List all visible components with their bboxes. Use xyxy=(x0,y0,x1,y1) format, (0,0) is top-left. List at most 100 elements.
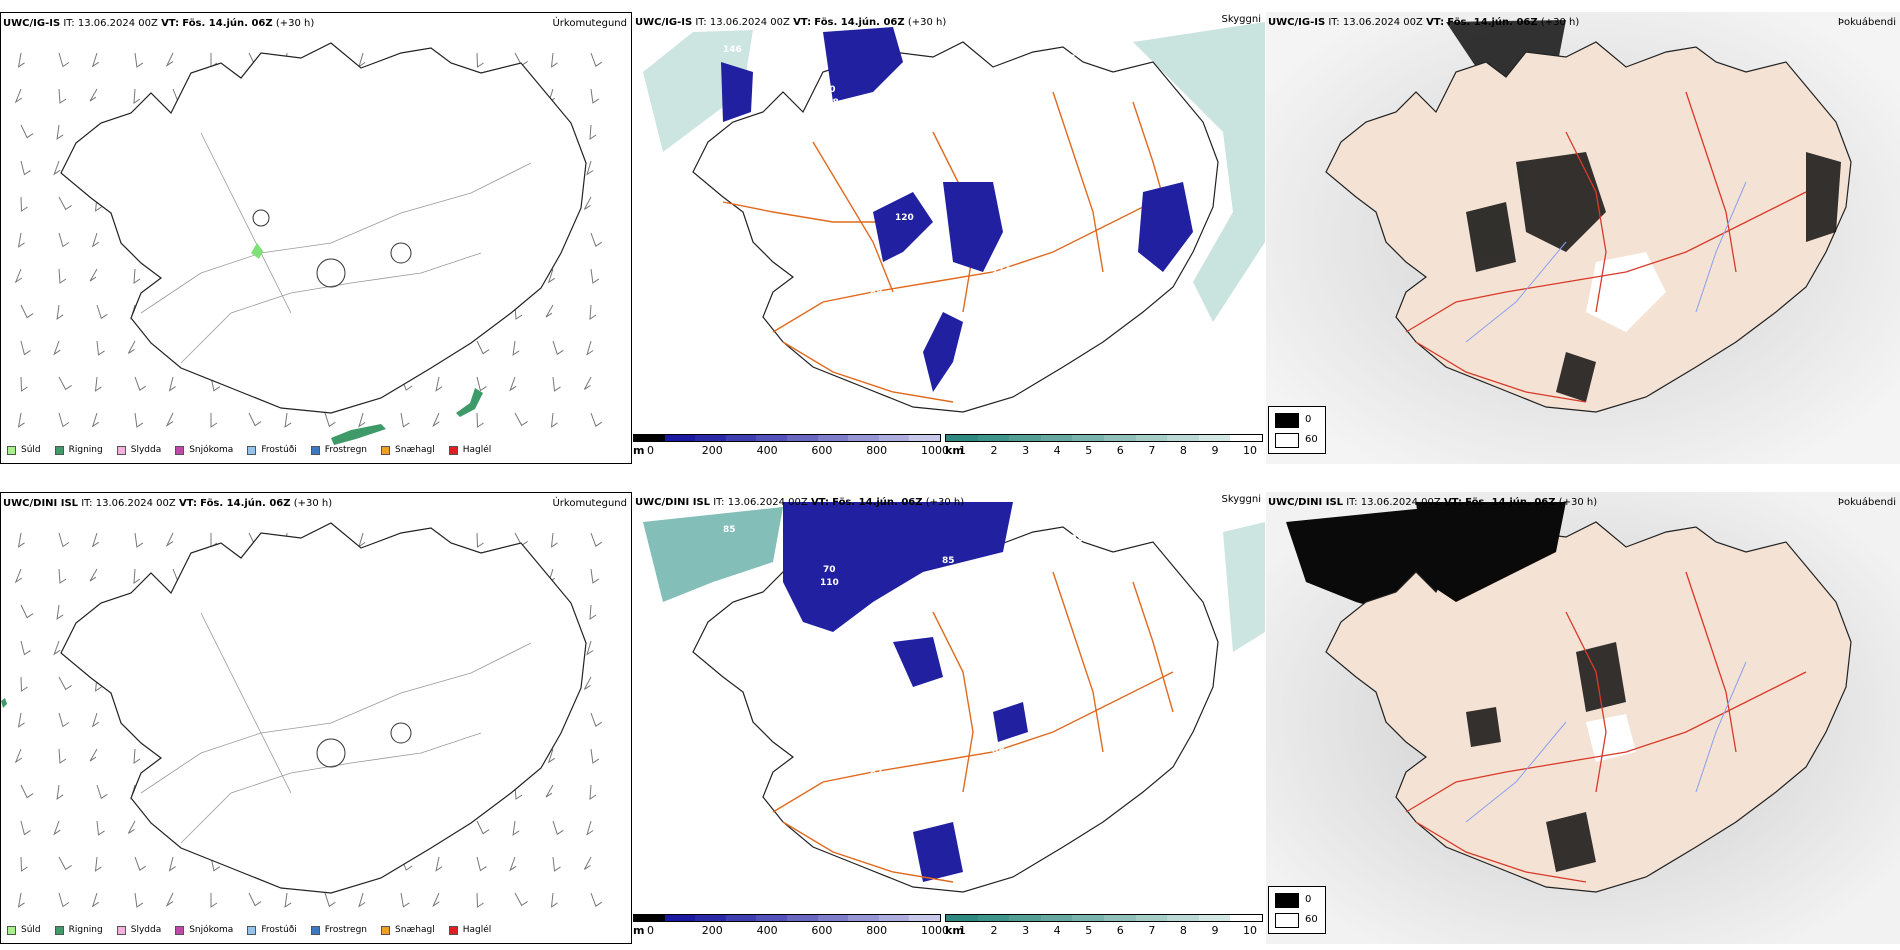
legend-swatch xyxy=(381,925,391,935)
visibility-value-label: 94 xyxy=(1111,257,1124,267)
visibility-panel-1: UWC/IG-IS IT: 13.06.2024 00Z VT: Fös. 14… xyxy=(633,12,1265,464)
wind-barb xyxy=(91,412,99,428)
wind-barb xyxy=(512,340,520,356)
wind-barb xyxy=(20,196,28,212)
wind-barb xyxy=(509,856,517,872)
wind-barb xyxy=(476,892,484,908)
wind-barb xyxy=(552,340,564,356)
panel-variable-title: Skyggni xyxy=(1221,14,1261,25)
legend-label: Rigning xyxy=(68,445,103,455)
wind-barb xyxy=(17,52,25,68)
legend-swatch xyxy=(310,445,320,455)
colorbar-segment xyxy=(664,435,696,441)
visibility-value-label: 87 xyxy=(870,768,883,778)
legend-item: Rigning xyxy=(54,445,103,455)
wind-barb xyxy=(58,856,72,871)
legend-item: Súld xyxy=(7,925,41,935)
wind-barb xyxy=(168,856,176,872)
wind-barb xyxy=(134,412,144,428)
wind-barb xyxy=(58,712,70,728)
wind-barb xyxy=(590,532,603,547)
visibility-value-label: 120 xyxy=(895,213,914,223)
wind-barb xyxy=(53,340,61,356)
wind-barb xyxy=(96,784,108,800)
visibility-value-label: 88 xyxy=(992,746,1005,756)
wind-barb xyxy=(20,856,28,872)
legend-swatch xyxy=(448,925,458,935)
wind-barb xyxy=(20,124,34,139)
wind-barb xyxy=(210,856,221,872)
colorbar-segment xyxy=(1135,435,1168,441)
visibility-value-label: 69 xyxy=(726,372,739,382)
wind-barb xyxy=(94,376,102,392)
colorbar-segment xyxy=(1167,915,1199,921)
legend-label: Frostregn xyxy=(324,925,368,935)
legend-label: Slydda xyxy=(130,445,162,455)
wind-barb xyxy=(586,820,594,836)
wind-barb xyxy=(358,532,366,548)
wind-barb xyxy=(53,820,61,836)
visibility-value-label: 47 xyxy=(967,341,980,351)
colorbar-tick: 4 xyxy=(1053,444,1061,457)
wind-barb xyxy=(96,304,108,320)
colorbar-segment xyxy=(786,915,818,921)
colorbar-segment xyxy=(786,435,818,441)
visibility-value-label: 11 xyxy=(1089,799,1102,809)
wind-barb xyxy=(586,340,594,356)
wind-barb xyxy=(590,712,603,727)
colorbar-tick: 800 xyxy=(866,444,888,457)
precip-type-legend: Súld Rigning Slydda Snjókoma Frostúði Frostre… xyxy=(7,925,491,935)
wind-barb xyxy=(284,892,292,908)
wind-barb xyxy=(550,532,558,548)
wind-barb xyxy=(58,232,70,248)
wind-barb xyxy=(91,232,99,248)
wind-barb xyxy=(20,340,31,356)
colorbar-tick: 0 xyxy=(647,924,654,937)
wind-barb xyxy=(547,748,555,764)
visibility-value-label: 90 xyxy=(823,85,836,95)
wind-barb xyxy=(432,412,440,428)
wind-barb xyxy=(56,784,64,800)
fog-key-low-swatch xyxy=(1275,913,1299,928)
wind-barb xyxy=(58,892,70,908)
legend-item: Haglél xyxy=(448,445,491,455)
legend-item: Súld xyxy=(7,445,41,455)
wind-barb xyxy=(358,892,366,908)
visibility-value-label: 202 xyxy=(1064,534,1083,544)
legend-label: Frostúði xyxy=(261,445,297,455)
colorbar-segment xyxy=(909,915,940,921)
wind-barb xyxy=(210,893,218,908)
colorbar-segment xyxy=(909,435,940,441)
colorbar-segment xyxy=(664,915,696,921)
colorbar-tick: 600 xyxy=(811,924,833,937)
wind-barb xyxy=(56,604,64,620)
visibility-value-label: 85 xyxy=(723,525,736,535)
colorbar-tick: 7 xyxy=(1148,924,1156,937)
panel-variable-title: Úrkomutegund xyxy=(552,498,627,509)
visibility-value-label: 47 xyxy=(751,297,764,307)
panel-variable-title: Úrkomutegund xyxy=(552,18,627,29)
visibility-value-label: 85 xyxy=(942,556,955,566)
visibility-value-label: 100 xyxy=(1014,204,1033,214)
legend-item: Snjókoma xyxy=(175,925,233,935)
panel-title: UWC/DINI ISL IT: 13.06.2024 00Z VT: Fös.… xyxy=(3,498,333,509)
wind-barb xyxy=(133,268,141,284)
legend-label: Haglél xyxy=(462,925,492,935)
legend-label: Slydda xyxy=(130,925,162,935)
wind-barb xyxy=(512,820,520,836)
iceland-outline-map xyxy=(1,522,603,908)
wind-barb xyxy=(53,160,61,176)
wind-barb xyxy=(58,268,67,284)
wind-barb xyxy=(20,376,28,392)
wind-barb xyxy=(550,892,558,908)
wind-barb xyxy=(589,604,597,620)
fog-key: 0 60 xyxy=(1268,406,1326,454)
precip-type-legend: Súld Rigning Slydda Snjókoma Frostúði Frostre… xyxy=(7,445,491,455)
visibility-value-label: 81 xyxy=(748,310,761,320)
legend-item: Frostúði xyxy=(247,925,297,935)
visibility-value-label: 10 xyxy=(1114,244,1127,254)
wind-barb xyxy=(248,892,262,907)
wind-barb xyxy=(127,340,136,354)
visibility-value-label: 86 xyxy=(1111,737,1124,747)
wind-barb xyxy=(476,340,490,355)
